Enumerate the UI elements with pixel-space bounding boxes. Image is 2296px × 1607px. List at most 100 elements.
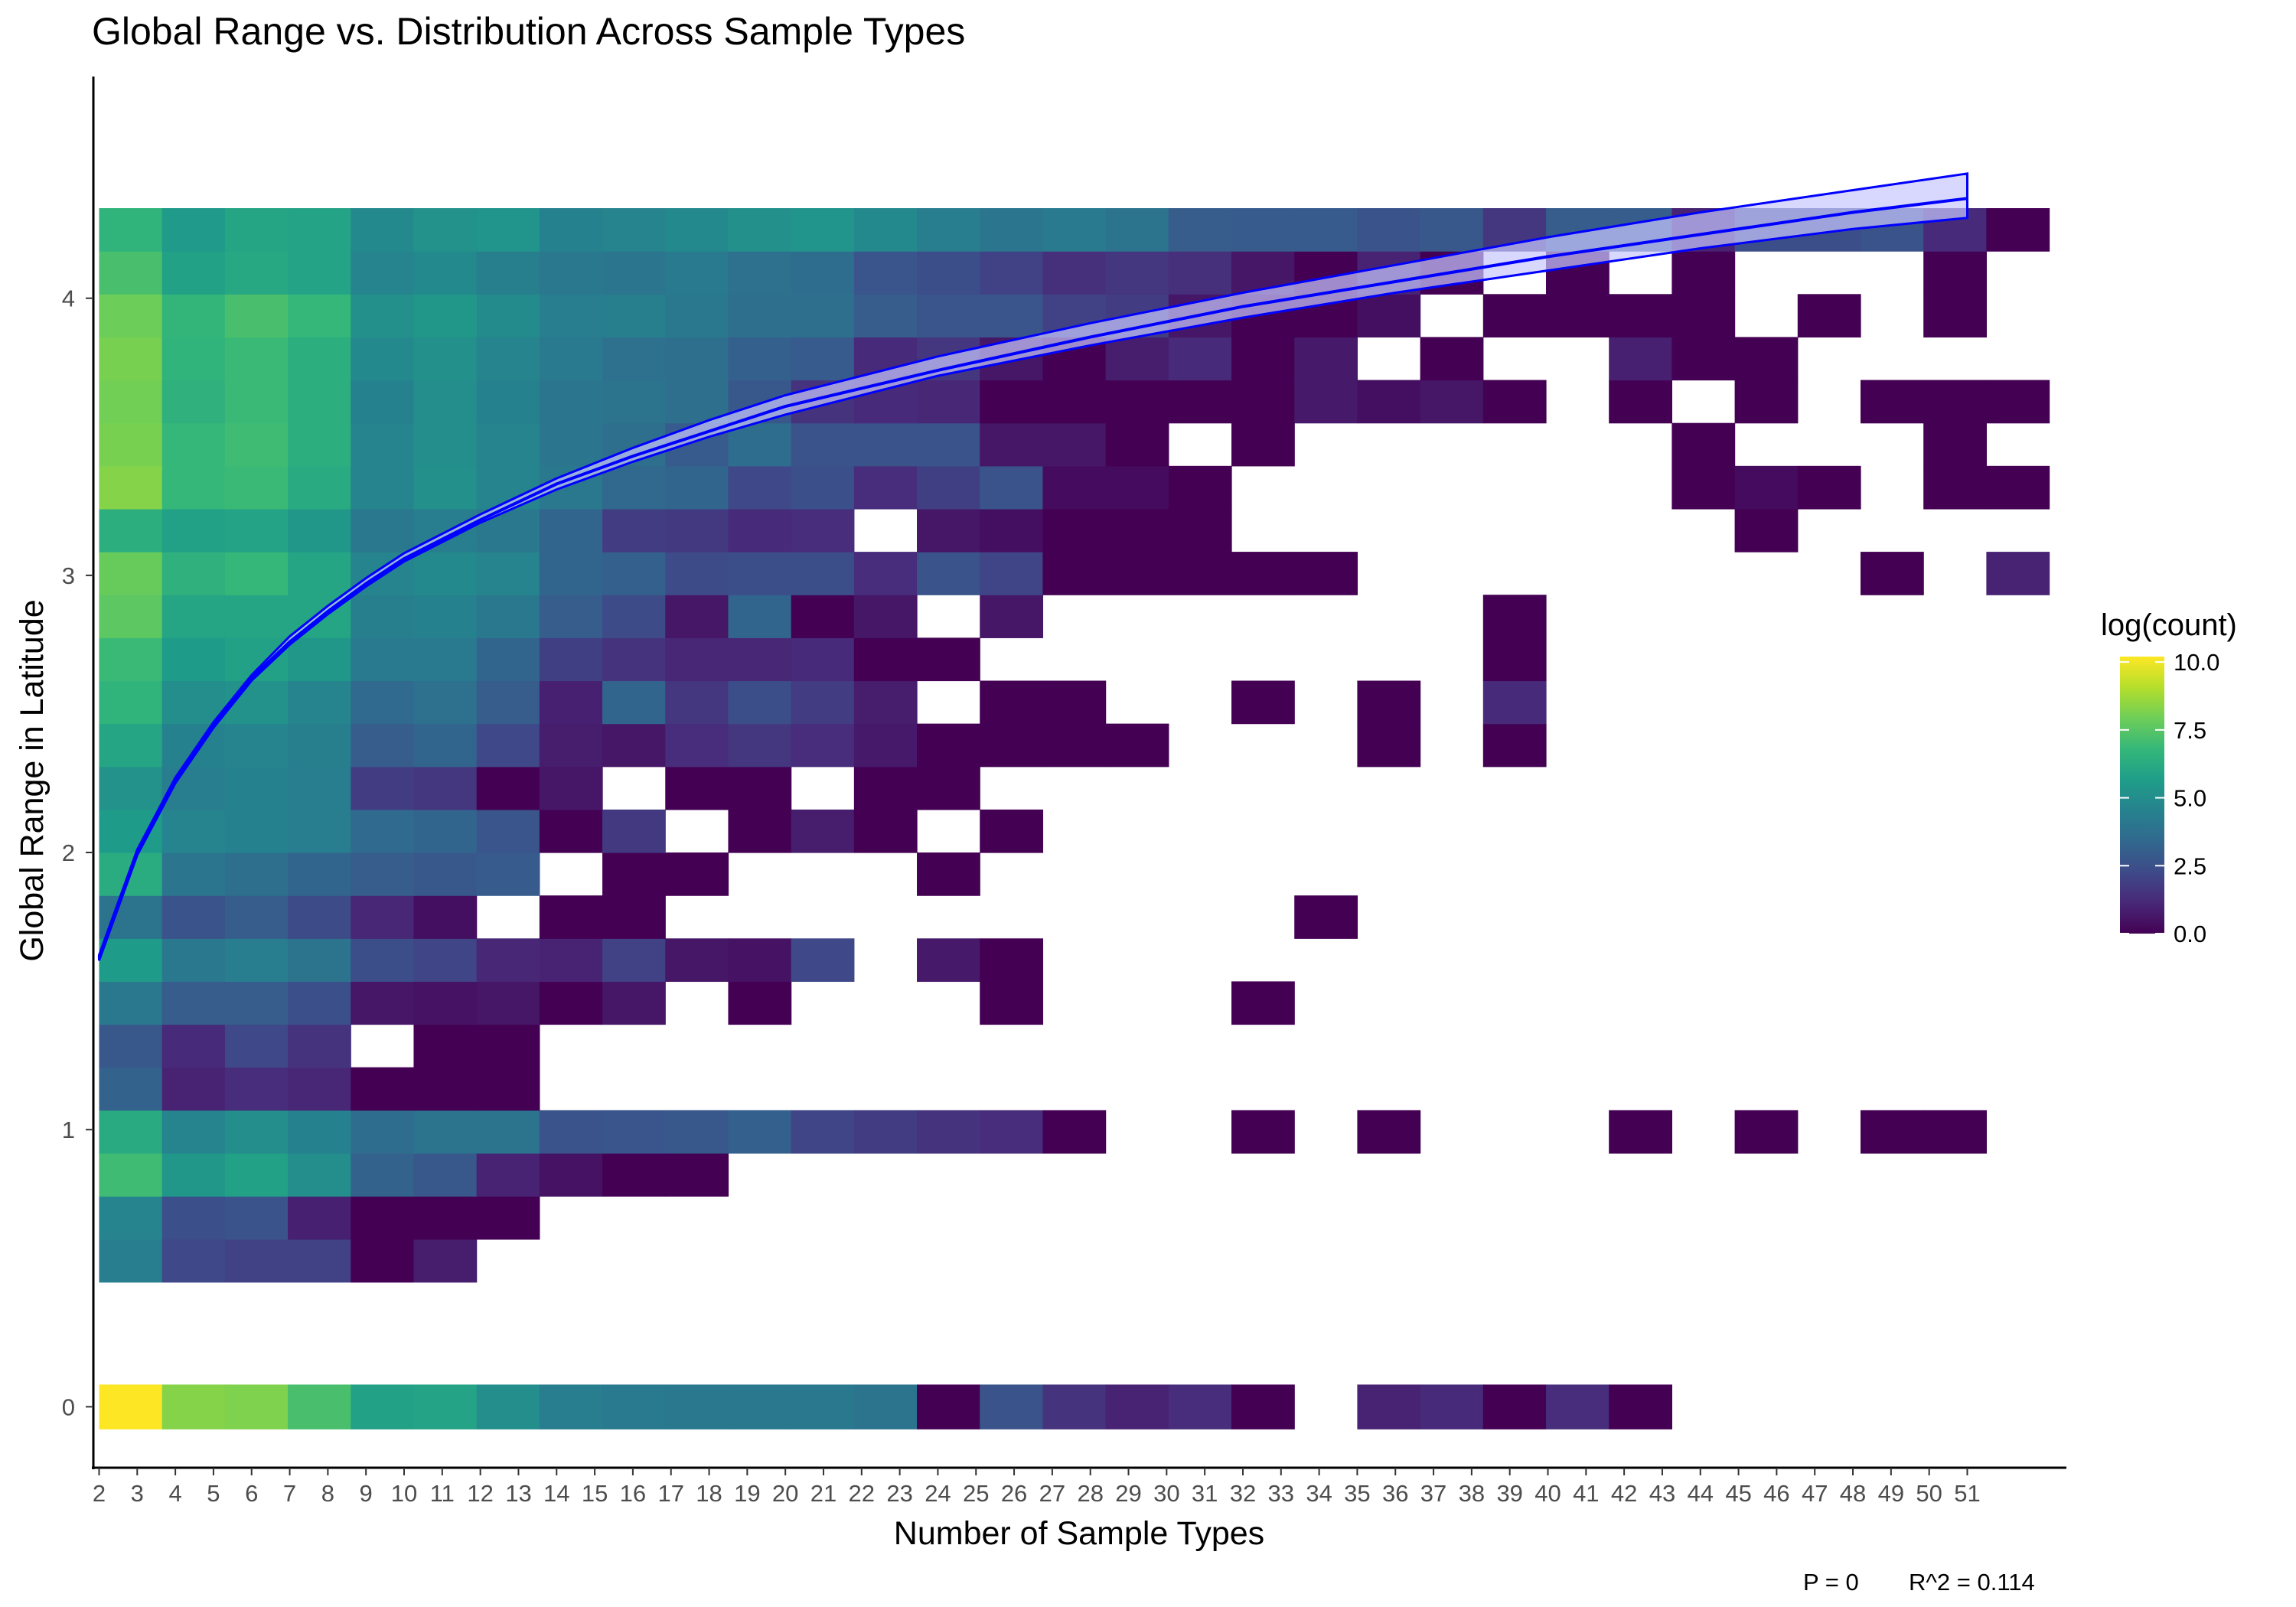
fit-line-group [97,172,1968,961]
heatmap-cell [980,465,1044,510]
heatmap-cell [1797,465,1861,510]
heatmap-cell [728,723,792,768]
heatmap-cell [791,1110,855,1154]
heatmap-cell [980,1384,1044,1429]
heatmap-cell [476,1196,540,1240]
heatmap-cell [288,637,351,682]
heatmap-cell [1986,380,2050,424]
heatmap-cell [288,552,351,595]
heatmap-cell [1105,1384,1169,1429]
heatmap-cell [539,1384,603,1429]
x-tick-label: 48 [1840,1480,1866,1507]
heatmap-cell [1671,251,1736,295]
heatmap-cell [476,294,540,338]
heatmap-cell [1105,208,1169,252]
heatmap-cell [351,1067,415,1111]
heatmap-cell [476,809,540,853]
heatmap-cell [161,337,226,381]
heatmap-cell [1357,723,1421,768]
x-tick-label: 40 [1534,1480,1561,1507]
heatmap-cell [99,595,163,638]
heatmap-cell [224,1024,289,1068]
heatmap-cell [288,723,351,768]
x-tick-label: 30 [1153,1480,1179,1507]
heatmap-cell [224,251,289,295]
heatmap-cell [980,680,1044,725]
heatmap-cell [665,680,729,725]
heatmap-cell [99,680,163,725]
heatmap-cell [917,294,980,338]
heatmap-cell [539,1152,603,1197]
heatmap-cell [1168,1384,1232,1429]
heatmap-cell [413,1384,478,1429]
heatmap-cell [602,208,666,252]
heatmap-cell [1042,251,1107,295]
heatmap-cell [413,422,478,467]
x-tick-label: 9 [360,1480,373,1507]
x-tick-label: 13 [505,1480,531,1507]
heatmap-cell [1231,208,1295,252]
heatmap-cell [665,337,729,381]
x-tick-label: 6 [245,1480,258,1507]
x-tick-label: 12 [467,1480,493,1507]
heatmap-cell [288,251,351,295]
heatmap-cell [539,637,603,682]
heatmap-cell [413,1196,478,1240]
heatmap-cell [224,465,289,510]
heatmap-cell [728,508,792,553]
heatmap-cell [602,337,666,381]
heatmap-cell [224,766,289,810]
x-tick-label: 21 [810,1480,837,1507]
heatmap-cell [853,809,918,853]
heatmap-cell [1042,422,1107,467]
x-tick-label: 43 [1649,1480,1675,1507]
heatmap-cell [1168,337,1232,381]
x-tick-label: 44 [1688,1480,1714,1507]
heatmap-cell [476,1152,540,1197]
heatmap-cell [1168,380,1232,424]
heatmap-cell [1231,1110,1295,1154]
x-tick-label: 11 [430,1480,455,1507]
chart-title: Global Range vs. Distribution Across Sam… [92,10,965,53]
heatmap-cell [1734,465,1799,510]
heatmap-cell [351,251,415,295]
heatmap-cell [1294,380,1358,424]
legend-tick-label: 0.0 [2174,921,2206,947]
heatmap-cell [99,981,163,1025]
heatmap-cell [224,508,289,553]
heatmap-cell [1042,208,1107,252]
x-tick-label: 32 [1230,1480,1256,1507]
x-tick-label: 25 [963,1480,989,1507]
y-tick-label: 3 [62,562,75,589]
heatmap-cell [853,208,918,252]
heatmap-cell [351,895,415,939]
heatmap-cell [791,680,855,725]
heatmap-cell [980,251,1044,295]
heatmap-cell [539,337,603,381]
heatmap-cell [602,637,666,682]
heatmap-cell [413,852,478,896]
heatmap-cell [351,680,415,725]
heatmap-cell [1482,595,1547,638]
heatmap-cell [224,208,289,252]
x-tick-label: 17 [657,1480,683,1507]
heatmap-cell [1231,337,1295,381]
legend-colorbar [2120,657,2164,934]
heatmap-cell [665,766,729,810]
heatmap-cell [224,809,289,853]
heatmap-cell [288,852,351,896]
heatmap-cell [99,1384,163,1429]
heatmap-cell [161,938,226,983]
heatmap-cell [99,1196,163,1240]
heatmap-cell [99,1024,163,1068]
heatmap-cell [224,1384,289,1429]
heatmap-cell [917,380,980,424]
heatmap-cell [980,422,1044,467]
heatmap-cell [665,508,729,553]
heatmap-cell [917,723,980,768]
heatmap-cell [539,981,603,1025]
heatmap-cell [980,981,1044,1025]
heatmap-cell [413,1024,478,1068]
legend-tick-label: 5.0 [2174,785,2206,812]
